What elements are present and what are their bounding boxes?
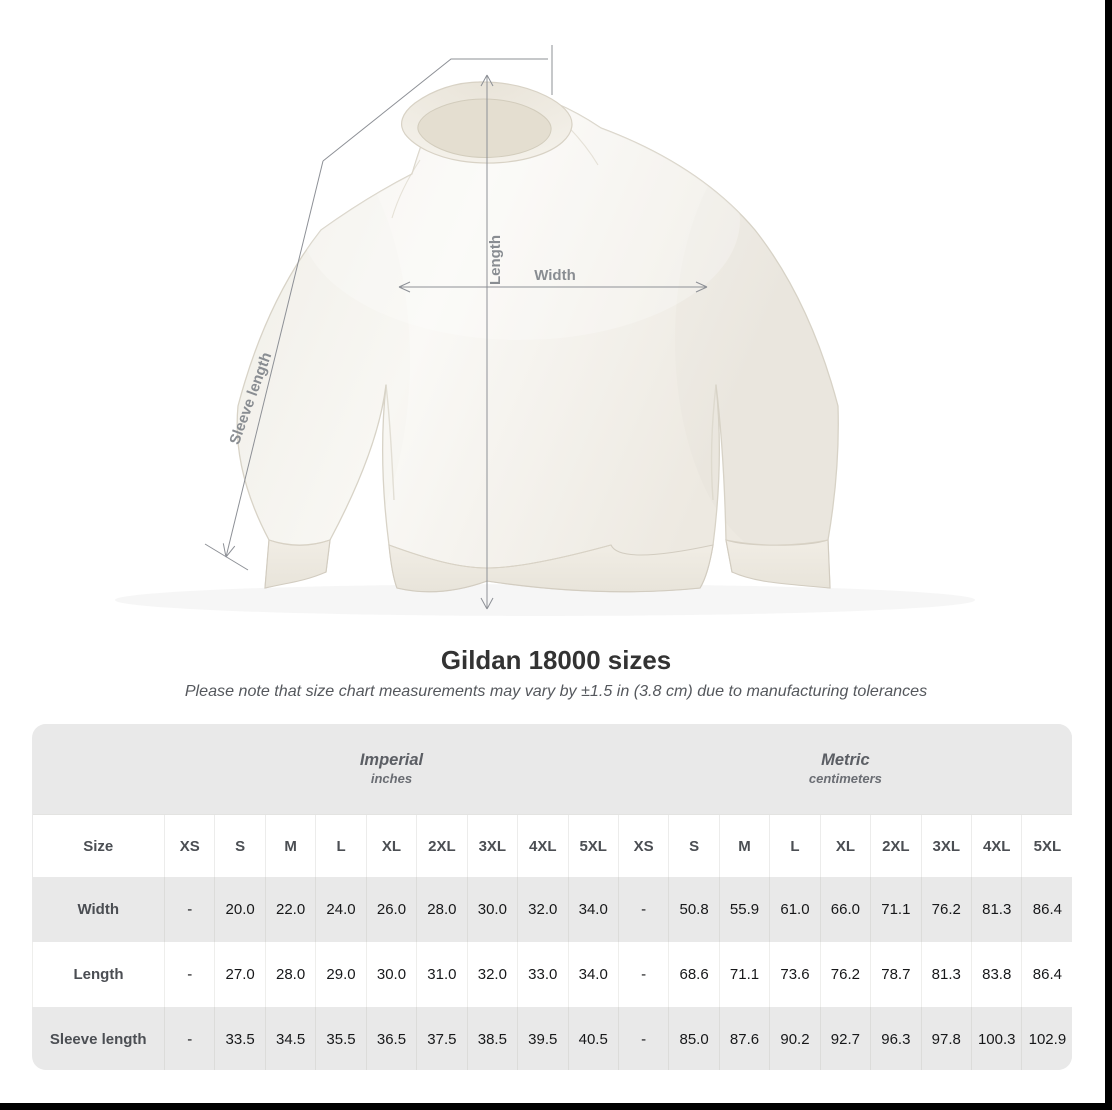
- svg-text:Width: Width: [534, 267, 576, 284]
- svg-text:Length: Length: [487, 235, 504, 285]
